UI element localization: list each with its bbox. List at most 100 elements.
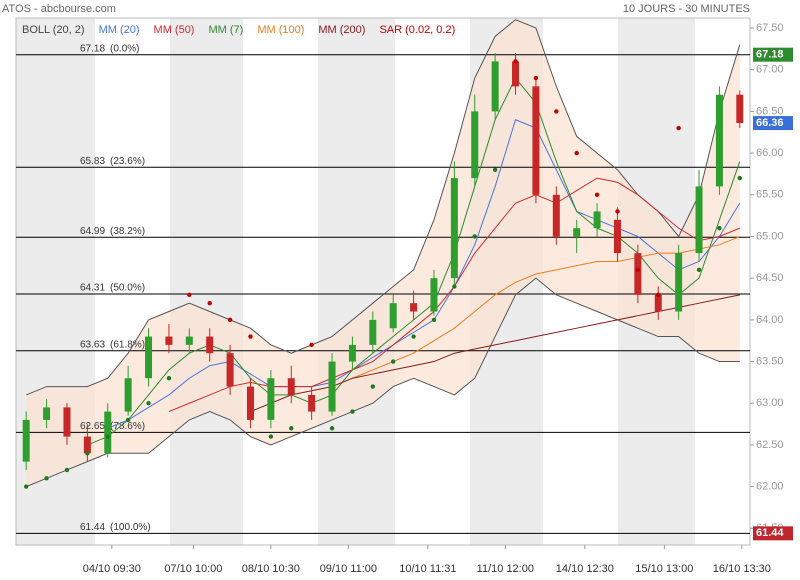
x-tick-label: 10/10 11:31	[399, 563, 456, 575]
fib-ratio: (23.6%)	[110, 156, 145, 167]
fib-label: 62.65	[80, 421, 105, 432]
sar-dot	[146, 401, 151, 406]
candle-body	[348, 344, 356, 362]
candle-body	[695, 186, 703, 254]
sar-dot	[492, 167, 498, 172]
candle-body	[43, 407, 51, 420]
candle-body	[634, 253, 642, 295]
legend-entry: MM (7)	[208, 24, 243, 36]
fib-ratio: (78.6%)	[110, 421, 145, 432]
chart-title: ATOS - abcbourse.com	[2, 3, 116, 15]
sar-dot	[329, 426, 335, 431]
fib-label: 61.44	[80, 522, 105, 533]
moving-average	[107, 119, 741, 429]
x-tick-label: 14/10 12:30	[556, 563, 614, 575]
fib-ratio: (38.2%)	[110, 226, 145, 237]
candle-body	[369, 319, 377, 345]
day-band	[170, 18, 243, 545]
price-tag	[753, 116, 793, 131]
price-tag-label: 61.44	[756, 527, 784, 539]
y-tick-label: 65.50	[756, 189, 784, 201]
sar-dot	[44, 476, 49, 481]
y-tick-label: 62.00	[756, 481, 784, 493]
sar-dot	[615, 209, 620, 214]
price-tag-label: 67.18	[756, 49, 784, 61]
price-tag	[753, 526, 793, 541]
x-tick-label: 15/10 13:00	[635, 563, 693, 575]
sar-dot	[656, 292, 661, 298]
x-tick-label: 16/10 13:30	[713, 563, 771, 575]
moving-average	[87, 77, 741, 446]
candle-body	[389, 303, 397, 329]
day-band	[318, 18, 395, 545]
y-tick-label: 66.00	[756, 147, 784, 159]
sar-dot	[85, 451, 90, 456]
x-tick-label: 07/10 10:00	[164, 563, 222, 575]
sar-dot	[452, 284, 457, 289]
candle-body	[512, 61, 520, 87]
y-tick-label: 67.50	[756, 22, 784, 34]
price-tag-label: 66.36	[756, 117, 784, 129]
sar-dot	[635, 267, 641, 273]
sar-dot	[248, 334, 253, 339]
x-tick-label: 04/10 09:30	[83, 563, 141, 575]
sar-dot	[513, 59, 518, 64]
candle-body	[430, 278, 438, 312]
sar-dot	[737, 175, 743, 181]
legend-entry: SAR (0.02, 0.2)	[379, 24, 455, 36]
y-tick-label: 67.00	[756, 64, 784, 76]
candle-body	[287, 378, 295, 395]
sar-dot	[472, 234, 477, 239]
sar-dot	[717, 225, 722, 231]
candle-body	[226, 353, 234, 387]
candle-body	[573, 228, 581, 237]
sar-dot	[125, 417, 131, 423]
sar-dot	[309, 342, 314, 348]
candle-body	[450, 178, 458, 279]
sar-dot	[676, 125, 681, 131]
fib-label: 64.31	[80, 283, 105, 294]
fib-ratio: (50.0%)	[110, 283, 145, 294]
candle-body	[328, 361, 336, 412]
candle-body	[736, 94, 744, 124]
bollinger-fill	[26, 19, 740, 487]
sar-dot	[268, 434, 274, 439]
sar-dot	[289, 426, 294, 431]
candle-body	[675, 253, 683, 312]
x-tick-label: 11/10 12:00	[477, 563, 534, 575]
y-tick-label: 64.50	[756, 272, 784, 284]
candle-body	[613, 219, 621, 254]
y-tick-label: 63.50	[756, 355, 784, 367]
fib-ratio: (0.0%)	[110, 43, 139, 54]
sar-dot	[105, 434, 110, 439]
fib-label: 64.99	[80, 226, 105, 237]
y-tick-label: 66.50	[756, 105, 784, 117]
sar-dot	[533, 75, 539, 81]
candle-body	[124, 378, 132, 412]
sar-dot	[350, 409, 355, 414]
legend-entry: BOLL (20, 2)	[22, 24, 85, 36]
candle-body	[471, 111, 479, 179]
sar-dot	[166, 376, 172, 381]
legend-entry: MM (50)	[154, 24, 195, 36]
sar-dot	[554, 109, 559, 114]
candle-body	[22, 419, 30, 462]
legend-entry: MM (100)	[257, 24, 304, 36]
y-tick-label: 63.00	[756, 397, 784, 409]
candle-body	[63, 407, 71, 437]
y-tick-label: 62.50	[756, 439, 784, 451]
sar-dot	[64, 467, 70, 473]
candle-body	[83, 436, 91, 454]
sar-dot	[594, 192, 600, 197]
price-tag	[753, 47, 793, 62]
candle-body	[308, 394, 316, 412]
fib-ratio: (100.0%)	[110, 522, 151, 533]
chart-subtitle: 10 JOURS - 30 MINUTES	[623, 3, 750, 15]
sar-dot	[370, 384, 376, 389]
candle-body	[532, 86, 540, 195]
sar-dot	[574, 150, 579, 156]
sar-dot	[207, 300, 212, 306]
sar-dot	[411, 334, 416, 339]
candle-body	[410, 303, 418, 312]
